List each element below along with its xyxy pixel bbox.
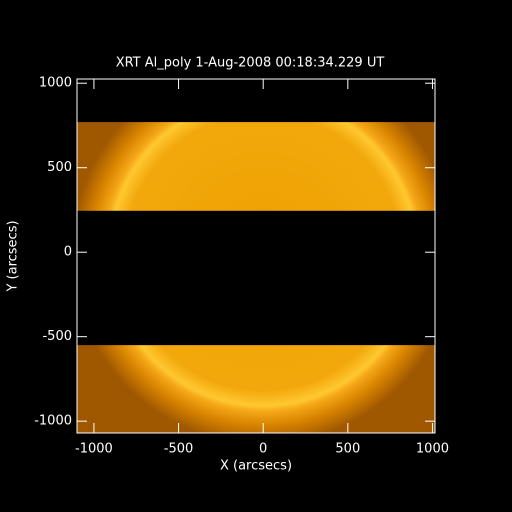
x-tick-label: 1000 bbox=[416, 442, 449, 457]
image-area bbox=[77, 122, 435, 433]
y-tick-label: 1000 bbox=[39, 76, 72, 91]
x-tick-label: 0 bbox=[259, 442, 267, 457]
y-tick-label: -1000 bbox=[34, 414, 72, 429]
y-tick-label: 500 bbox=[47, 160, 72, 175]
x-tick-label: -1000 bbox=[75, 442, 113, 457]
plot-frame bbox=[76, 78, 436, 434]
chart-title: XRT Al_poly 1-Aug-2008 00:18:34.229 UT bbox=[116, 56, 385, 71]
y-axis-label: Y (arcsecs) bbox=[6, 220, 21, 292]
x-tick-label: -500 bbox=[164, 442, 194, 457]
image-band bbox=[77, 345, 435, 433]
x-tick-label: 500 bbox=[335, 442, 360, 457]
y-tick-label: 0 bbox=[64, 245, 72, 260]
image-band bbox=[77, 122, 435, 211]
y-tick-label: -500 bbox=[42, 329, 72, 344]
x-axis-label: X (arcsecs) bbox=[220, 459, 292, 474]
